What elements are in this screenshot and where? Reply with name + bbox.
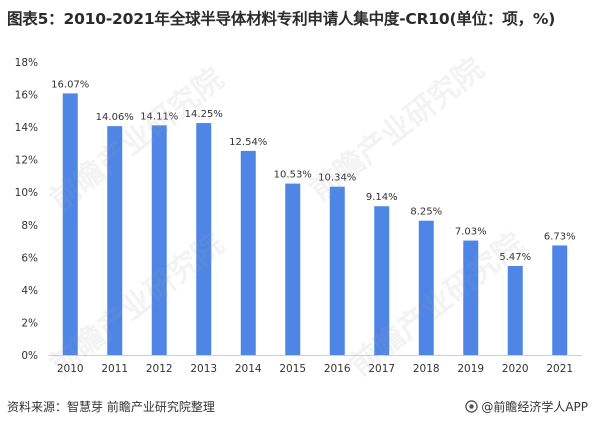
brand-credit: @前瞻经济学人APP — [465, 398, 588, 415]
bar-2012 — [151, 125, 167, 355]
y-tick-label: 12% — [15, 155, 38, 167]
x-tick-label-2021: 2021 — [546, 363, 573, 375]
x-tick-label-2013: 2013 — [190, 363, 217, 375]
x-tick-label-2019: 2019 — [457, 363, 484, 375]
bar-series — [62, 93, 568, 356]
x-tick-label-2012: 2012 — [146, 363, 173, 375]
data-labels: 16.07% 14.06% 14.11% 14.25% 12.54% 10.53% 10.3… — [51, 79, 575, 263]
data-label-2018: 8.25% — [410, 207, 442, 218]
x-tick-label-2017: 2017 — [368, 363, 395, 375]
y-tick-label: 10% — [15, 187, 38, 199]
x-tick-label-2018: 2018 — [413, 363, 440, 375]
source-note: 资料来源：智慧芽 前瞻产业研究院整理 — [7, 400, 215, 414]
bar-2020 — [507, 265, 523, 355]
brand-text: @前瞻经济学人APP — [481, 400, 588, 414]
y-tick-label: 4% — [21, 285, 38, 297]
brand-logo-icon — [465, 400, 479, 413]
data-label-2016: 10.34% — [318, 173, 356, 184]
y-tick-label: 8% — [21, 220, 38, 232]
data-label-2019: 7.03% — [455, 227, 487, 238]
x-tick-label-2010: 2010 — [57, 363, 84, 375]
x-tick-label-2016: 2016 — [324, 363, 351, 375]
x-tick-label-2014: 2014 — [235, 363, 262, 375]
data-label-2015: 10.53% — [274, 170, 312, 181]
bar-2017 — [374, 206, 390, 355]
bar-2014 — [240, 150, 256, 355]
y-tick-label: 6% — [21, 252, 38, 264]
data-label-2014: 12.54% — [229, 137, 267, 148]
chart-title: 图表5：2010-2021年全球半导体材料专利申请人集中度-CR10(单位：项，… — [7, 10, 556, 28]
y-tick-label: 16% — [15, 90, 38, 102]
data-label-2021: 6.73% — [544, 231, 576, 242]
data-label-2011: 14.06% — [96, 112, 134, 123]
bar-2021 — [552, 245, 568, 355]
y-tick-label: 2% — [21, 317, 38, 329]
y-tick-label: 0% — [21, 350, 38, 362]
x-tick-label-2011: 2011 — [101, 363, 128, 375]
bar-2015 — [285, 183, 301, 355]
bar-2016 — [329, 186, 345, 355]
data-label-2017: 9.14% — [366, 192, 398, 203]
bar-2010 — [62, 93, 78, 356]
data-label-2010: 16.07% — [51, 79, 89, 90]
data-label-2012: 14.11% — [140, 111, 178, 122]
x-axis: 2010 2011 2012 2013 2014 2015 2016 2017 2018 2019… — [57, 363, 573, 375]
bar-2013 — [196, 123, 212, 356]
data-label-2020: 5.47% — [499, 252, 531, 263]
x-tick-label-2020: 2020 — [502, 363, 529, 375]
x-tick-label-2015: 2015 — [279, 363, 306, 375]
y-axis: 0% 2% 4% 6% 8% 10% 12% 14% 16% 18% — [15, 57, 38, 362]
y-tick-label: 18% — [15, 57, 38, 69]
bar-2019 — [463, 240, 479, 355]
data-label-2013: 14.25% — [185, 109, 223, 120]
y-tick-label: 14% — [15, 122, 38, 134]
bar-2018 — [418, 220, 434, 355]
bar-2011 — [107, 126, 123, 355]
